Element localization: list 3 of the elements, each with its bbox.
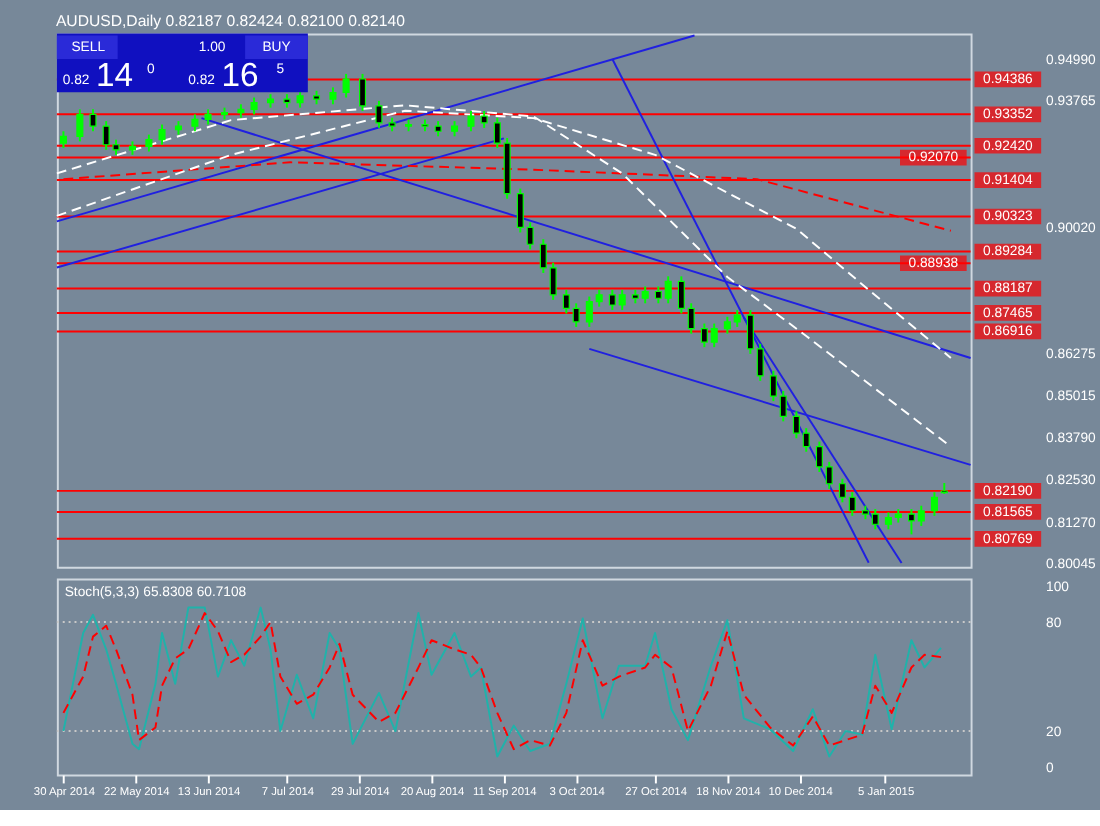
annotation: 16 [221, 56, 259, 95]
chart-title: AUDUSD,Daily 0.82187 0.82424 0.82100 0.82140 [55, 11, 407, 30]
annotation: 14 [96, 56, 134, 95]
